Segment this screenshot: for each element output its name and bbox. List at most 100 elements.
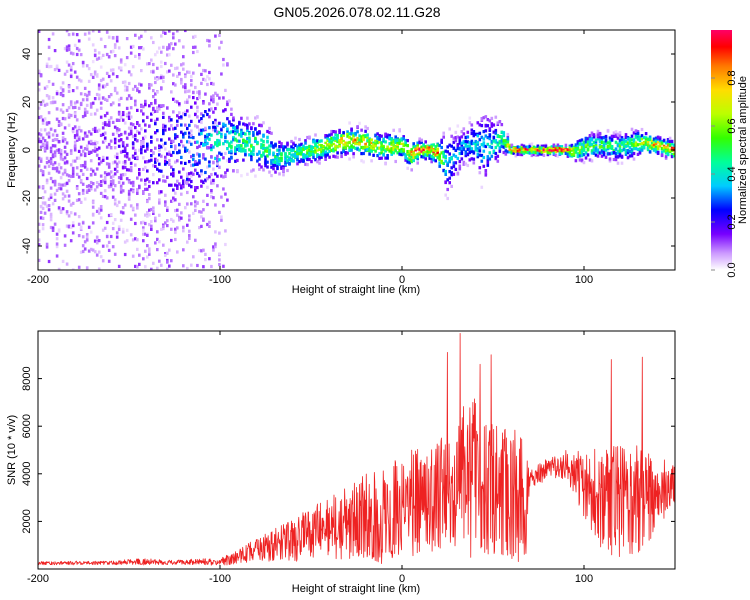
heatmap-cell [590, 151, 594, 155]
heatmap-cell [63, 72, 67, 76]
heatmap-cell [480, 143, 484, 147]
heatmap-cell [101, 126, 105, 130]
heatmap-cell [45, 62, 49, 66]
heatmap-cell [168, 248, 171, 252]
heatmap-cell [268, 126, 271, 130]
heatmap-cell [166, 267, 169, 270]
heatmap-cell [502, 139, 506, 143]
heatmap-cell [384, 140, 387, 144]
heatmap-cell [69, 68, 73, 72]
heatmap-cell [152, 62, 155, 67]
heatmap-cell [262, 134, 265, 138]
heatmap-cell [418, 148, 421, 151]
heatmap-cell [75, 33, 79, 37]
heatmap-cell [140, 145, 143, 149]
heatmap-cell [101, 158, 105, 162]
heatmap-cell [208, 115, 211, 119]
heatmap-cell [146, 160, 149, 164]
heatmap-cell [184, 131, 187, 135]
heatmap-cell [105, 52, 109, 57]
heatmap-cell [103, 97, 107, 101]
heatmap-cell [396, 138, 399, 142]
heatmap-cell [268, 150, 271, 154]
heatmap-cell [260, 165, 263, 169]
colorbar-ticks: 0.00.20.40.60.8 [711, 70, 738, 278]
heatmap-cell [162, 179, 165, 183]
heatmap-cell [45, 143, 49, 147]
heatmap-cell [188, 218, 191, 222]
heatmap-cell [488, 157, 492, 161]
heatmap-cell [334, 133, 337, 137]
heatmap-cell [129, 45, 133, 49]
heatmap-cell [482, 144, 486, 148]
heatmap-cell [93, 250, 97, 254]
heatmap-cell [362, 137, 365, 140]
heatmap-cell [198, 210, 201, 214]
heatmap-cell [105, 220, 109, 225]
heatmap-cell [548, 151, 552, 155]
heatmap-cell [186, 172, 189, 176]
heatmap-cell [81, 249, 85, 254]
heatmap-cell [168, 159, 171, 163]
heatmap-cell [53, 154, 57, 158]
heatmap-cell [468, 116, 472, 120]
heatmap-cell [180, 211, 183, 215]
heatmap-cell [99, 174, 103, 178]
heatmap-cell [186, 240, 189, 244]
heatmap-cell [428, 146, 431, 149]
heatmap-cell [296, 155, 299, 159]
heatmap-cell [222, 142, 225, 146]
heatmap-cell [61, 192, 65, 196]
heatmap-cell [222, 57, 225, 62]
heatmap-cell [608, 152, 612, 156]
heatmap-cell [38, 229, 41, 233]
heatmap-cell [210, 81, 213, 86]
heatmap-cell [538, 149, 542, 152]
heatmap-cell [85, 64, 89, 68]
heatmap-cell [640, 127, 644, 132]
heatmap-cell [142, 119, 145, 123]
heatmap-cell [59, 149, 63, 153]
heatmap-cell [660, 147, 664, 151]
colorbar-gradient [711, 30, 732, 270]
heatmap-cell [109, 213, 113, 217]
heatmap-cell [101, 53, 105, 57]
heatmap-cell [38, 185, 41, 189]
heatmap-cell [111, 72, 115, 76]
heatmap-cell [594, 153, 598, 157]
heatmap-cell [75, 172, 79, 176]
heatmap-cell [302, 155, 305, 159]
heatmap-cell [270, 144, 273, 148]
heatmap-cell [136, 129, 139, 134]
heatmap-cell [476, 134, 480, 138]
heatmap-cell [620, 137, 624, 142]
heatmap-cell [188, 214, 191, 218]
heatmap-cell [152, 70, 155, 74]
heatmap-cell [184, 206, 187, 210]
heatmap-cell [240, 147, 243, 151]
heatmap-cell [562, 150, 566, 153]
heatmap-cell [556, 143, 560, 147]
heatmap-cell [444, 169, 447, 174]
heatmap-cell [150, 112, 153, 116]
heatmap-cell [69, 113, 73, 118]
heatmap-cell [332, 142, 335, 146]
heatmap-cell [81, 188, 85, 193]
heatmap-cell [464, 162, 468, 166]
heatmap-cell [554, 147, 558, 150]
heatmap-cell [218, 139, 221, 143]
heatmap-cell [186, 148, 189, 152]
heatmap-cell [131, 190, 135, 194]
heatmap-cell [97, 128, 101, 132]
heatmap-cell [214, 34, 217, 38]
heatmap-cell [294, 143, 297, 147]
heatmap-cell [628, 137, 632, 141]
heatmap-cell [604, 141, 608, 145]
heatmap-cell [390, 137, 393, 142]
heatmap-cell [386, 135, 389, 139]
heatmap-cell [578, 149, 582, 153]
heatmap-cell [368, 152, 371, 156]
heatmap-cell [85, 144, 89, 148]
heatmap-cell [51, 163, 55, 167]
